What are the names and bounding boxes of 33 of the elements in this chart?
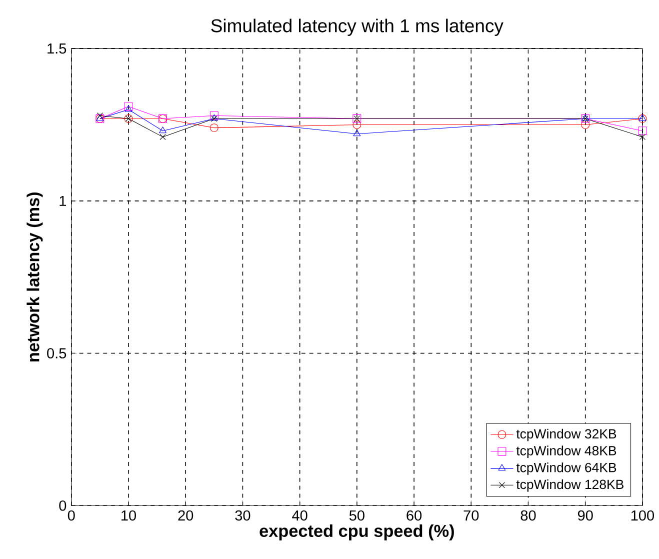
x-tick-label: 30 (235, 510, 250, 521)
point (581, 120, 590, 129)
x-axis-title: expected cpu speed (%) (260, 524, 454, 540)
point (639, 134, 646, 140)
point (124, 102, 133, 111)
y-tick-label: 1.5 (48, 43, 66, 54)
point (160, 134, 166, 140)
x-tick-label: 10 (122, 510, 136, 521)
x-tick-label: 90 (578, 510, 593, 521)
point (159, 126, 166, 134)
x-tick-label: 100 (631, 510, 654, 521)
legend-label: tcpWindow 128KB (516, 479, 624, 492)
x-tick-label: 40 (292, 510, 308, 521)
y-tick-label: 1 (60, 196, 66, 206)
x-tick-label: 80 (520, 510, 536, 521)
point (210, 123, 218, 132)
point (124, 105, 132, 112)
x-tick-label: 50 (349, 510, 364, 521)
point (638, 126, 647, 135)
y-axis-title: network latency (ms) (26, 192, 43, 362)
chart-title: Simulated latency with 1 ms latency (211, 18, 504, 36)
point (353, 130, 361, 136)
y-tick-label: 0 (59, 500, 66, 511)
x-tick-label: 0 (68, 510, 75, 521)
y-tick-label: 0.5 (47, 348, 66, 358)
legend-label: tcpWindow 48KB (516, 446, 616, 458)
x-tick-label: 20 (178, 510, 194, 521)
legend-label: tcpWindow 32KB (516, 428, 616, 442)
x-tick-label: 70 (464, 510, 479, 521)
point (352, 120, 362, 129)
legend-label: tcpWindow 64KB (516, 462, 616, 475)
x-tick-label: 60 (406, 510, 422, 521)
point (210, 111, 218, 120)
